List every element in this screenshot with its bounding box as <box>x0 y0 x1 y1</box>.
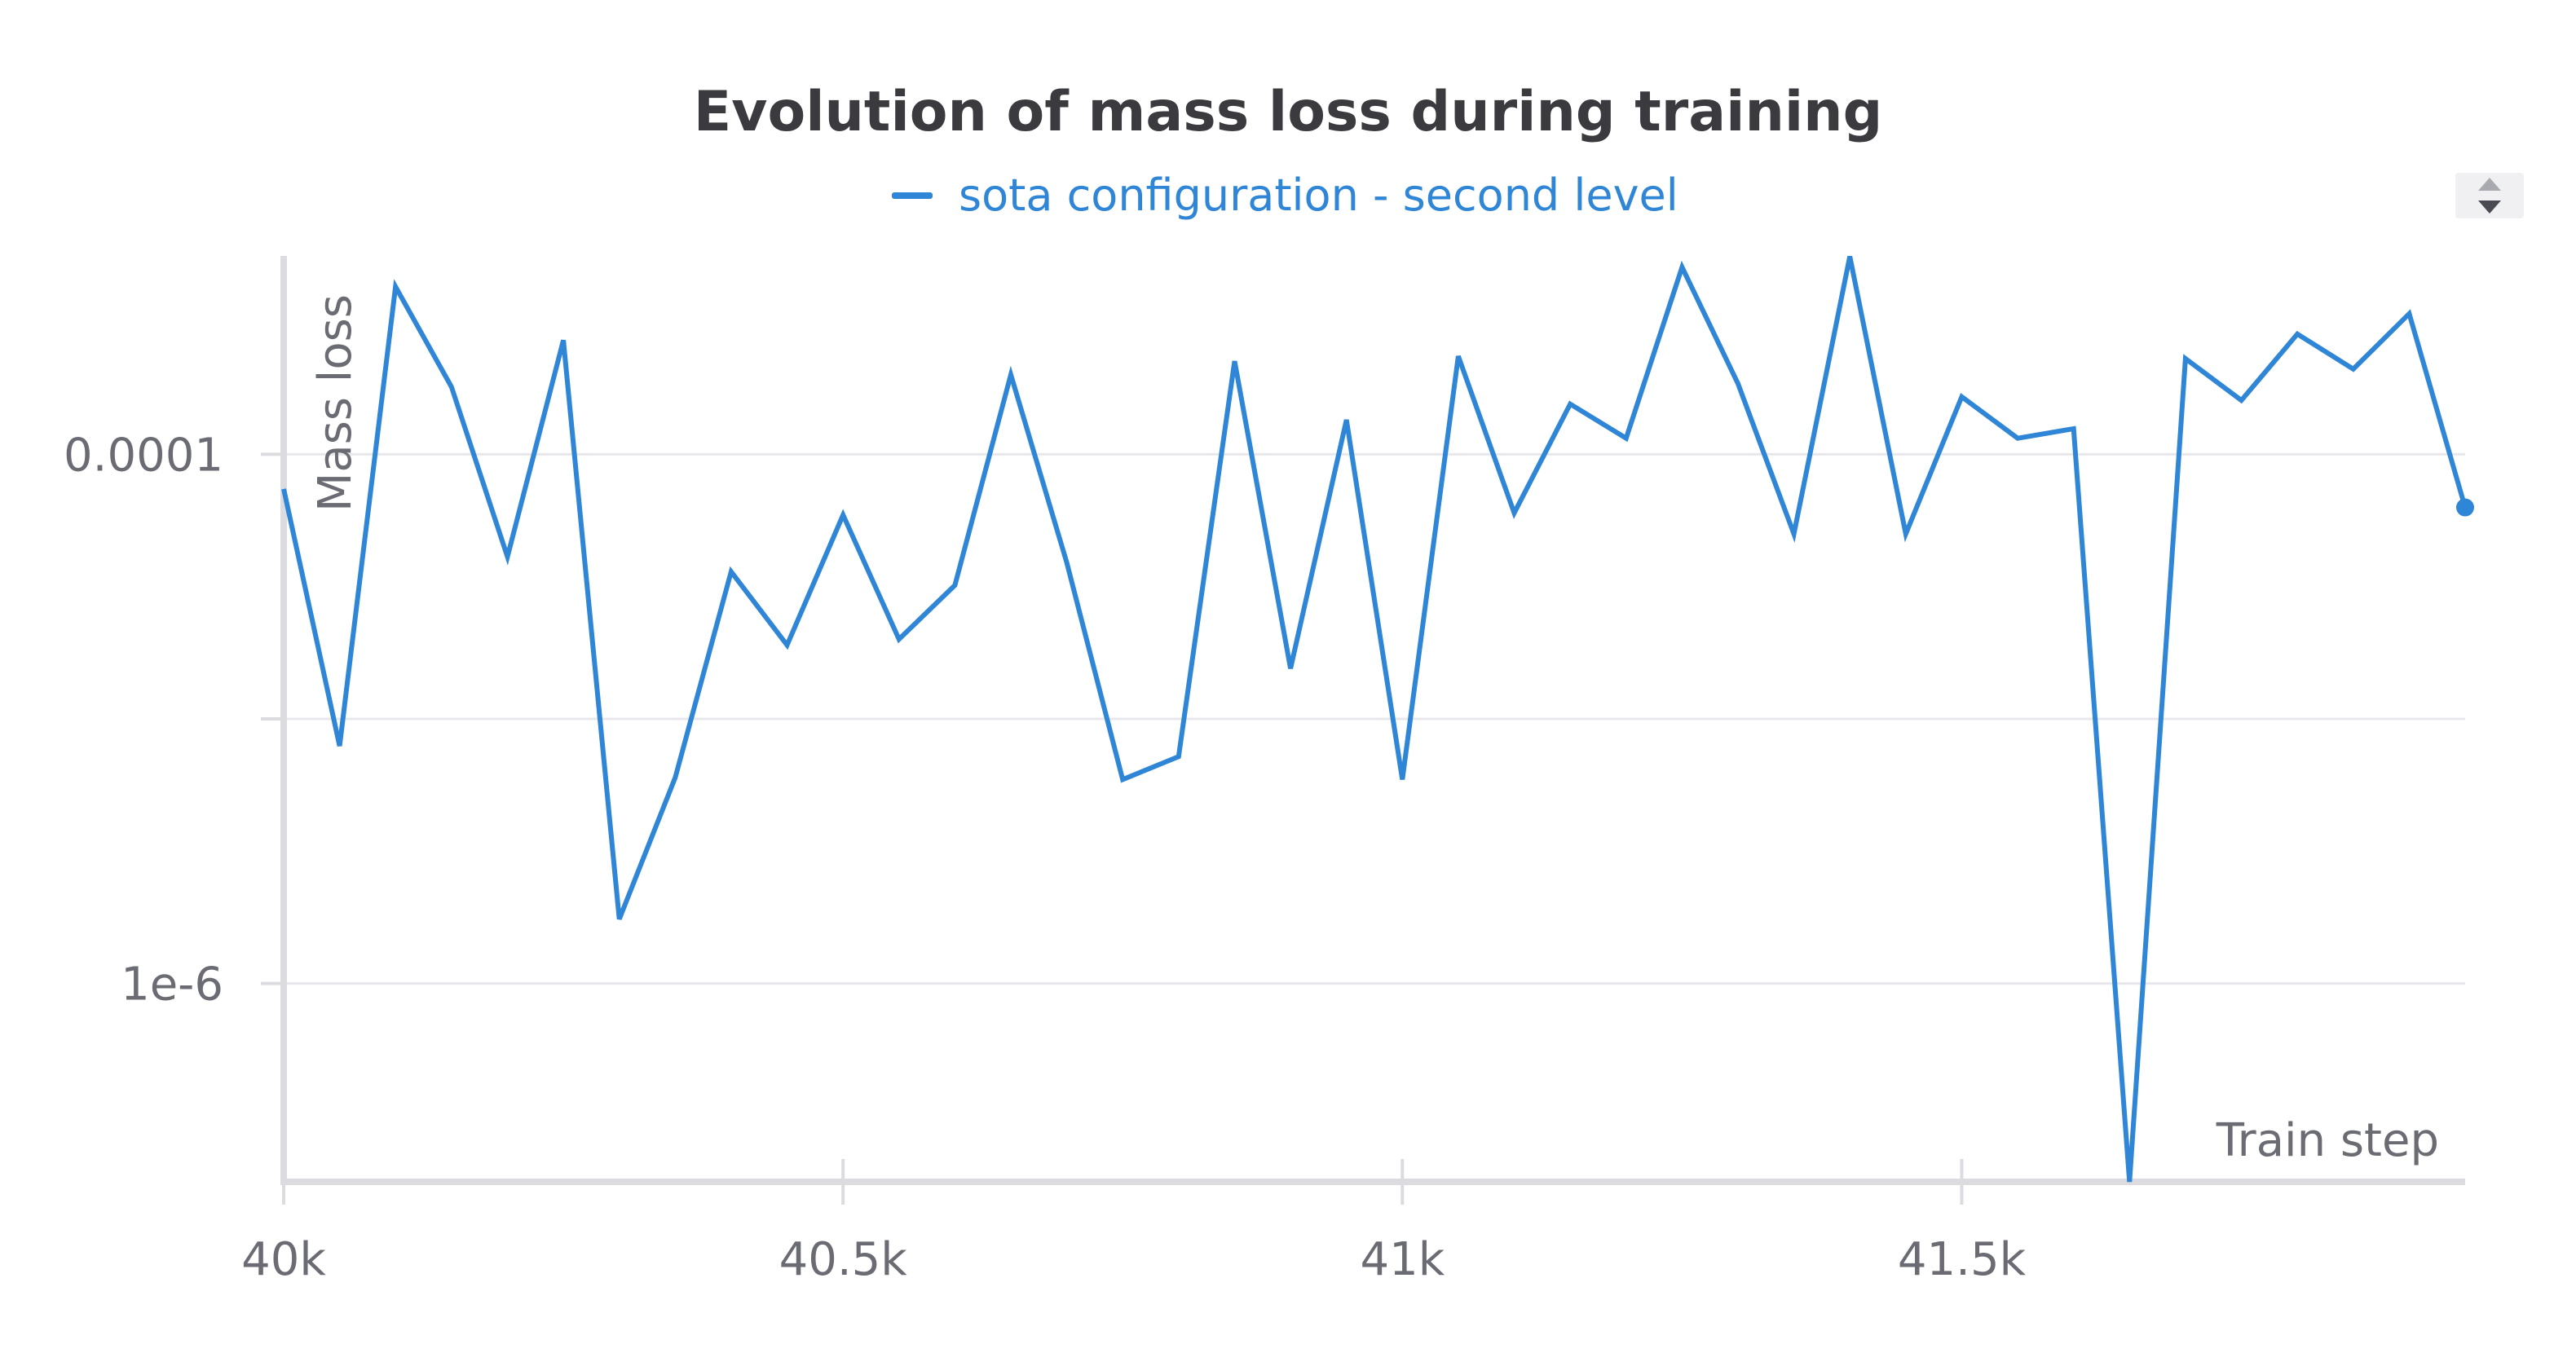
series <box>281 256 2474 1183</box>
grid <box>284 452 2465 985</box>
legend-label: sota configuration - second level <box>959 170 1678 221</box>
x-tick-label: 41k <box>1360 1233 1445 1286</box>
up-arrow-icon[interactable] <box>2478 178 2501 191</box>
legend-scroll-control[interactable] <box>2455 173 2524 218</box>
y-tick-label: 0.0001 <box>64 429 223 482</box>
series-endpoint-marker <box>2456 498 2474 517</box>
x-tick-label: 41.5k <box>1898 1233 2027 1286</box>
x-axis-label: Train step <box>2216 1114 2439 1167</box>
ticks: 0.0001 1e-6 40k 40.5k 41k 41.5k <box>64 429 2027 1286</box>
x-tick-label: 40k <box>241 1233 326 1286</box>
legend-scroll-button[interactable] <box>2455 173 2524 218</box>
x-tick-label: 40.5k <box>779 1233 908 1286</box>
down-arrow-icon[interactable] <box>2478 201 2501 214</box>
chart-title: Evolution of mass loss during training <box>694 80 1883 144</box>
legend-swatch <box>892 192 933 199</box>
series-line <box>281 256 2468 1183</box>
legend: sota configuration - second level <box>892 170 1678 221</box>
y-axis-label: Mass loss <box>309 294 362 512</box>
y-tick-label: 1e-6 <box>121 959 223 1011</box>
